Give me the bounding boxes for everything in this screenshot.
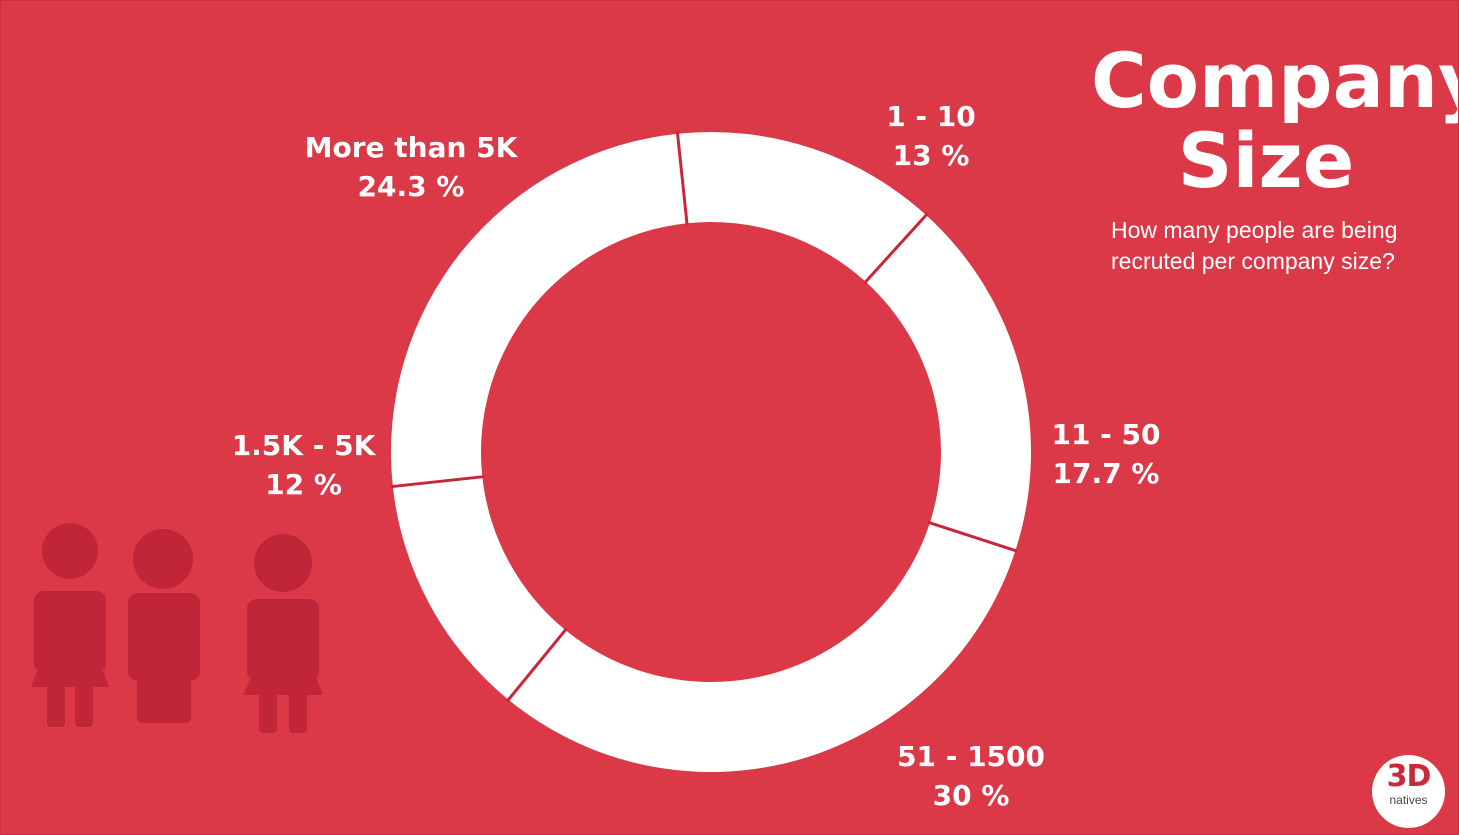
slice-category-51-1500: 51 - 1500 — [896, 740, 1045, 773]
donut-slice-separator — [390, 475, 485, 489]
title-line-2: Size — [1177, 116, 1355, 205]
slice-category-1-5k-5k: 1.5K - 5K — [231, 429, 376, 462]
female-person-icon — [31, 523, 109, 727]
slice-category-1-10: 1 - 10 — [886, 100, 976, 133]
logo-wordmark: natives — [1389, 793, 1428, 807]
title-line-1: Company — [1091, 36, 1459, 125]
slice-value-11-50: 17.7 % — [1052, 457, 1160, 490]
slice-label-51-1500: 51 - 1500 30 % — [881, 737, 1061, 815]
female-person-icon — [243, 534, 323, 733]
donut-slice-separator — [927, 520, 1018, 553]
slice-label-1-10: 1 - 10 13 % — [861, 97, 1001, 175]
slice-label-more-than-5k: More than 5K 24.3 % — [291, 128, 531, 206]
slice-value-1-5k-5k: 12 % — [265, 468, 342, 501]
slice-category-11-50: 11 - 50 — [1051, 418, 1161, 451]
slice-value-more-than-5k: 24.3 % — [357, 170, 465, 203]
subtitle-line-2: recruted per company size? — [1111, 248, 1395, 274]
slice-category-more-than-5k: More than 5K — [304, 131, 518, 164]
subtitle-line-1: How many people are being — [1111, 217, 1398, 243]
donut-slice-51-1500 — [508, 522, 1016, 772]
male-person-icon — [128, 529, 200, 723]
chart-subtitle: How many people are being recruted per c… — [1111, 215, 1451, 277]
people-illustration — [31, 523, 323, 733]
donut-slice-1-5k-5k — [392, 476, 566, 700]
donut-slice-more-than-5k — [391, 133, 687, 487]
logo-mark: 3D — [1386, 759, 1432, 794]
page-title: Company Size — [1091, 36, 1459, 205]
donut-slice-1-10 — [677, 132, 927, 282]
slice-value-1-10: 13 % — [892, 139, 970, 172]
slice-label-11-50: 11 - 50 17.7 % — [1036, 415, 1176, 493]
donut-slice-separator — [863, 212, 929, 285]
donut-slice-separator — [505, 627, 568, 703]
donut-chart — [390, 131, 1031, 772]
slice-value-51-1500: 30 % — [932, 779, 1010, 812]
donut-slice-separator — [675, 131, 689, 226]
3dnatives-logo: 3D natives — [1372, 755, 1445, 828]
donut-slice-11-50 — [865, 215, 1031, 551]
slice-label-1-5k-5k: 1.5K - 5K 12 % — [216, 426, 391, 504]
